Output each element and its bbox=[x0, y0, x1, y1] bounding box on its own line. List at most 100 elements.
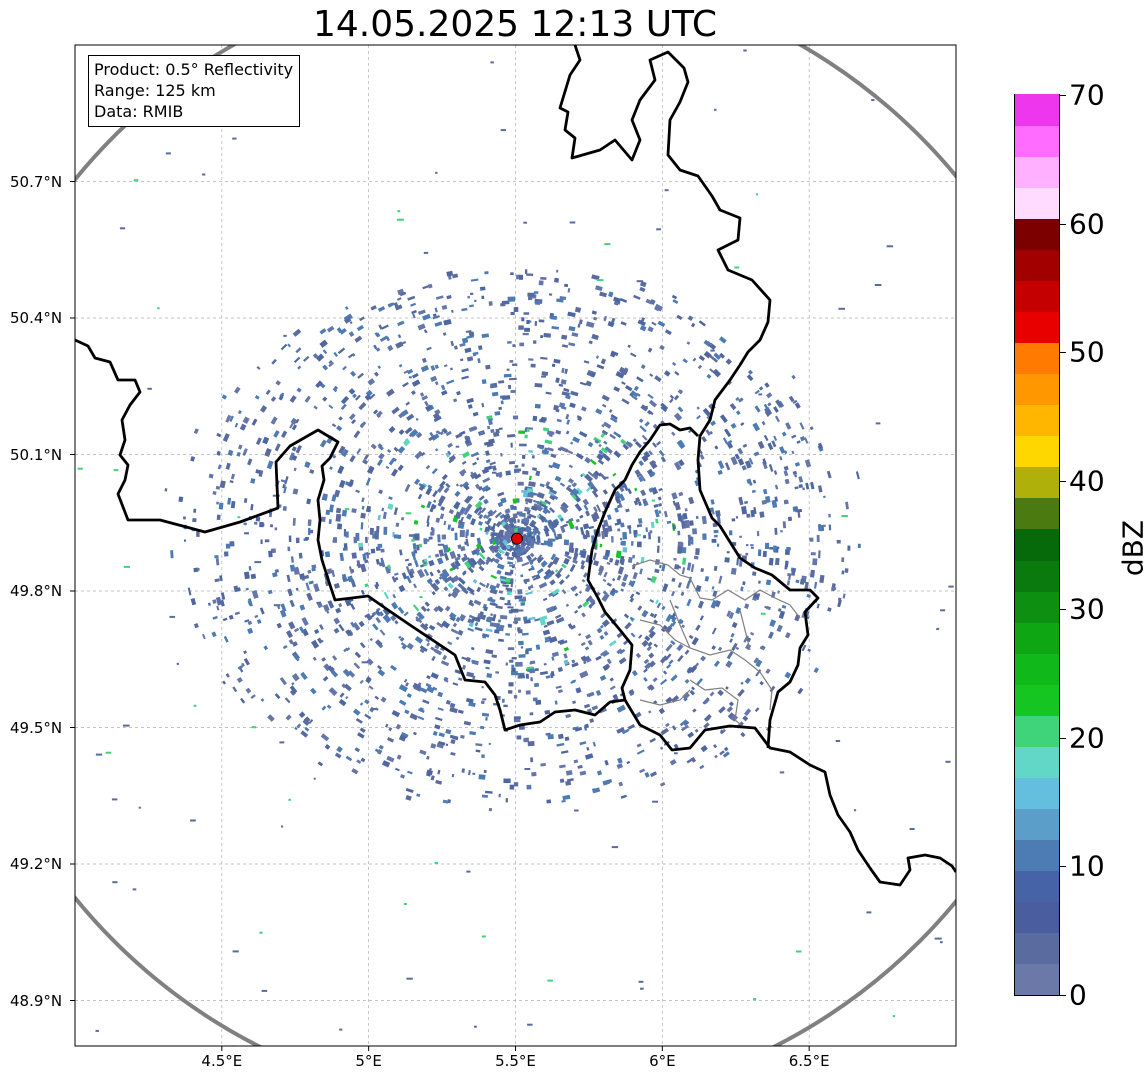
echo-pixel bbox=[442, 332, 447, 336]
echo-pixel bbox=[755, 193, 758, 196]
colorbar-segment bbox=[1015, 311, 1059, 344]
echo-pixel bbox=[445, 743, 449, 747]
echo-pixel bbox=[656, 602, 662, 609]
echo-pixel bbox=[460, 358, 464, 362]
echo-pixel bbox=[443, 487, 450, 494]
echo-pixel bbox=[390, 614, 397, 622]
echo-pixel bbox=[620, 588, 625, 592]
echo-pixel bbox=[875, 422, 881, 425]
echo-pixel bbox=[561, 563, 567, 569]
echo-pixel bbox=[586, 658, 592, 663]
echo-pixel bbox=[623, 613, 630, 619]
echo-pixel bbox=[526, 666, 533, 670]
echo-pixel bbox=[525, 650, 529, 655]
echo-pixel bbox=[712, 368, 722, 378]
echo-pixel bbox=[710, 499, 715, 505]
echo-pixel bbox=[584, 646, 590, 651]
echo-pixel bbox=[450, 527, 455, 532]
echo-pixel bbox=[604, 549, 611, 557]
echo-pixel bbox=[295, 418, 300, 424]
echo-pixel bbox=[430, 365, 436, 371]
echo-pixel bbox=[587, 441, 594, 448]
echo-pixel bbox=[212, 615, 218, 620]
echo-pixel bbox=[874, 284, 882, 286]
echo-pixel bbox=[229, 480, 234, 484]
echo-pixel bbox=[477, 520, 484, 526]
echo-pixel bbox=[477, 358, 481, 364]
echo-pixel bbox=[407, 295, 416, 301]
echo-pixel bbox=[386, 388, 395, 397]
echo-pixel bbox=[399, 549, 403, 556]
echo-pixel bbox=[616, 632, 623, 639]
echo-pixel bbox=[410, 302, 417, 307]
echo-pixel bbox=[719, 750, 725, 756]
echo-pixel bbox=[489, 602, 498, 607]
echo-pixel bbox=[622, 573, 629, 582]
echo-pixel bbox=[531, 772, 537, 777]
colorbar-segment bbox=[1015, 746, 1059, 778]
echo-pixel bbox=[481, 484, 490, 493]
echo-pixel bbox=[743, 708, 752, 717]
echo-pixel bbox=[435, 779, 443, 785]
echo-pixel bbox=[636, 743, 642, 748]
echo-pixel bbox=[303, 574, 310, 580]
echo-pixel bbox=[368, 685, 374, 690]
echo-pixel bbox=[597, 459, 605, 465]
echo-pixel bbox=[341, 448, 349, 458]
echo-pixel bbox=[575, 518, 580, 523]
echo-pixel bbox=[607, 321, 615, 328]
echo-pixel bbox=[526, 554, 532, 561]
echo-pixel bbox=[335, 507, 342, 514]
echo-pixel bbox=[754, 405, 761, 413]
echo-pixel bbox=[313, 628, 320, 635]
echo-pixel bbox=[761, 499, 767, 505]
echo-pixel bbox=[447, 450, 452, 456]
echo-pixel bbox=[447, 524, 451, 530]
echo-pixel bbox=[379, 335, 388, 342]
echo-pixel bbox=[694, 662, 700, 668]
lat-tick-label: 50.4°N bbox=[10, 309, 63, 327]
echo-pixel bbox=[377, 612, 383, 617]
echo-pixel bbox=[571, 488, 579, 496]
echo-pixel bbox=[347, 670, 356, 678]
echo-pixel bbox=[509, 377, 517, 381]
echo-pixel bbox=[586, 746, 590, 751]
echo-pixel bbox=[471, 616, 476, 622]
echo-pixel bbox=[473, 549, 477, 554]
echo-pixel bbox=[530, 519, 537, 526]
echo-pixel bbox=[293, 356, 301, 364]
echo-pixel bbox=[659, 655, 668, 664]
echo-pixel bbox=[737, 458, 745, 466]
radar-site-marker[interactable] bbox=[510, 532, 523, 545]
echo-pixel bbox=[776, 624, 783, 633]
echo-pixel bbox=[492, 465, 497, 471]
echo-pixel bbox=[441, 620, 451, 629]
echo-pixel bbox=[436, 557, 444, 565]
echo-pixel bbox=[511, 657, 517, 660]
echo-pixel bbox=[288, 798, 291, 801]
echo-pixel bbox=[505, 470, 511, 476]
echo-pixel bbox=[528, 587, 531, 591]
echo-pixel bbox=[409, 428, 419, 438]
echo-pixel bbox=[521, 632, 529, 636]
echo-pixel bbox=[699, 764, 705, 770]
echo-pixel bbox=[398, 412, 405, 419]
echo-pixel bbox=[664, 189, 669, 192]
echo-pixel bbox=[689, 665, 698, 673]
colorbar-segment bbox=[1015, 342, 1059, 375]
echo-pixel bbox=[212, 490, 217, 495]
echo-pixel bbox=[730, 714, 739, 722]
echo-pixel bbox=[794, 462, 801, 467]
echo-pixel bbox=[506, 556, 514, 561]
echo-pixel bbox=[270, 524, 274, 528]
echo-pixel bbox=[387, 503, 394, 510]
echo-pixel bbox=[537, 554, 543, 561]
echo-pixel bbox=[525, 673, 530, 679]
echo-pixel bbox=[510, 442, 513, 448]
echo-pixel bbox=[298, 552, 303, 559]
echo-pixel bbox=[311, 639, 320, 649]
colorbar-tick-label: 0 bbox=[1069, 978, 1087, 1012]
colorbar-segment bbox=[1015, 653, 1059, 685]
echo-pixel bbox=[482, 698, 487, 701]
